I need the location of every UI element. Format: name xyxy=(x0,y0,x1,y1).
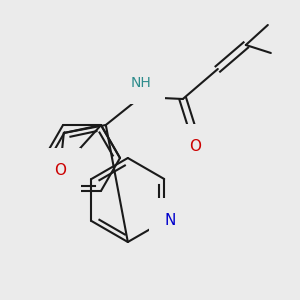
Text: O: O xyxy=(189,140,201,154)
Text: N: N xyxy=(164,214,176,229)
Text: O: O xyxy=(54,163,66,178)
Text: NH: NH xyxy=(130,76,151,90)
